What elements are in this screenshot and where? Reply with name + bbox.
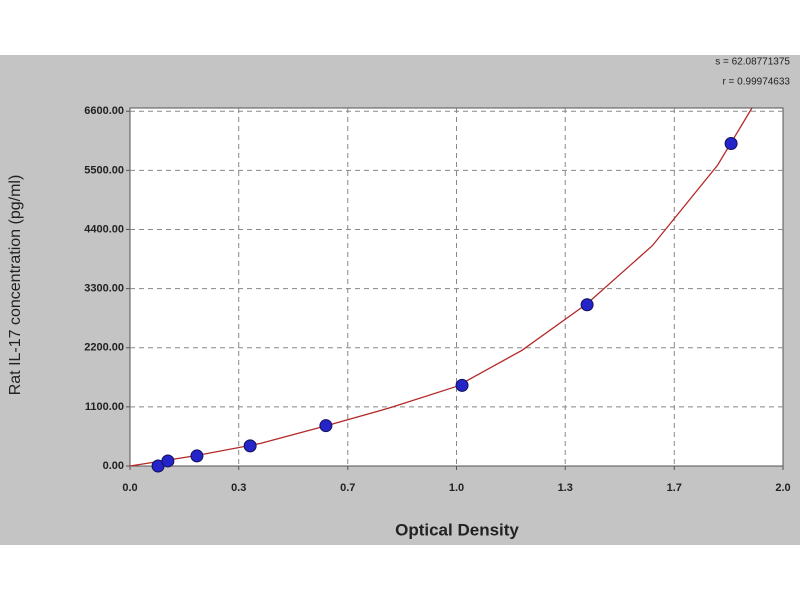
x-tick-label: 0.7: [340, 482, 355, 494]
data-point: [161, 454, 175, 468]
annotation: s = 62.08771375: [715, 57, 790, 68]
y-tick-label: 5500.00: [84, 164, 124, 176]
y-axis-label: Rat IL-17 concentration (pg/ml): [7, 175, 24, 396]
data-point: [243, 439, 257, 453]
data-point: [455, 378, 469, 392]
plot-area: [129, 107, 784, 467]
data-point: [724, 136, 738, 150]
x-tick-label: 0.0: [122, 482, 137, 494]
y-tick-label: 4400.00: [84, 223, 124, 235]
x-tick-label: 2.0: [775, 482, 790, 494]
y-tick-label: 0.00: [103, 460, 124, 472]
x-tick-label: 1.0: [449, 482, 464, 494]
x-axis-label: Optical Density: [395, 520, 519, 539]
x-tick-label: 0.3: [231, 482, 246, 494]
y-tick-label: 3300.00: [84, 283, 124, 295]
y-tick-label: 1100.00: [85, 401, 124, 413]
annotation: r = 0.99974633: [722, 77, 790, 88]
y-tick-label: 6600.00: [84, 105, 124, 117]
x-tick-label: 1.7: [667, 482, 682, 494]
data-point: [580, 298, 594, 312]
y-tick-label: 2200.00: [84, 342, 124, 354]
data-point: [190, 449, 204, 463]
x-tick-label: 1.3: [558, 482, 573, 494]
data-point: [319, 419, 333, 433]
